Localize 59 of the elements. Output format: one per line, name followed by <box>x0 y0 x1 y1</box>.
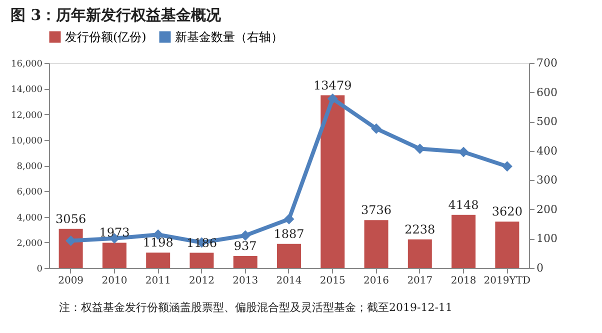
x-tick-label: 2014 <box>276 276 302 286</box>
x-tick-label: 2018 <box>450 276 476 286</box>
bar <box>102 242 126 268</box>
y-tick-label: 16,000 <box>11 60 43 70</box>
y2-tick-label: 600 <box>536 86 558 99</box>
bar <box>146 252 170 268</box>
text: 注：权益基金发行份额涵盖股票型、偏股混合型及灵活型基金；截至2019-12-11 <box>59 301 452 314</box>
y2-tick-label: 300 <box>536 174 558 187</box>
bar <box>320 95 345 268</box>
data-label: 1973 <box>99 226 130 240</box>
data-label: 4148 <box>448 198 479 212</box>
data-label: 937 <box>234 238 257 253</box>
y-tick-label: 10,000 <box>11 136 43 146</box>
data-label: 2238 <box>404 222 436 236</box>
data-label: 13479 <box>314 78 352 92</box>
data-label: 3620 <box>492 204 522 219</box>
y-tick-label: 8,000 <box>16 162 43 172</box>
point <box>371 123 382 134</box>
y2-tick-label: 700 <box>536 56 558 70</box>
x-tick-label: 2016 <box>364 276 389 286</box>
data-label: 3736 <box>361 203 392 218</box>
y-tick-label: 4,000 <box>16 213 43 224</box>
x-tick-label: 2011 <box>145 276 171 286</box>
bar <box>190 252 214 268</box>
x-tick-label: 2010 <box>102 276 128 286</box>
point <box>240 230 251 241</box>
x-tick-label: 2013 <box>232 276 258 286</box>
bar <box>58 228 83 268</box>
y-tick-label: 2,000 <box>16 238 43 249</box>
x-tick-label: 2009 <box>58 276 84 286</box>
y-tick-label: 0 <box>36 264 43 274</box>
y2-tick-label: 500 <box>536 115 558 128</box>
x-tick-label: 2012 <box>189 276 214 286</box>
data-label: 3056 <box>56 212 86 226</box>
x-tick-label: 2015 <box>320 276 346 286</box>
y2-tick-label: 100 <box>536 232 558 246</box>
point <box>327 93 338 104</box>
bar <box>452 214 476 268</box>
y2-tick-label: 200 <box>536 202 558 216</box>
y-tick-label: 12,000 <box>11 110 43 121</box>
point <box>458 146 469 158</box>
data-label: 1198 <box>142 236 174 250</box>
point <box>284 214 294 224</box>
chart-title: 图 3：历年新发行权益基金概况 <box>10 6 222 24</box>
data-label: 1887 <box>274 226 304 241</box>
bar <box>364 220 388 268</box>
bar <box>495 222 520 268</box>
bar <box>408 239 432 268</box>
point <box>502 161 512 172</box>
y-tick-label: 6,000 <box>16 188 43 198</box>
x-tick-label: 2019YTD <box>484 276 531 286</box>
x-tick-label: 2017 <box>407 276 433 286</box>
y2-tick-label: 0 <box>536 262 544 274</box>
legend-label: 发行份额(亿份) <box>65 30 146 44</box>
legend-label: 新基金数量（右轴） <box>175 30 283 44</box>
y2-tick-label: 400 <box>536 144 558 158</box>
bar <box>233 256 258 268</box>
y-tick-label: 14,000 <box>11 85 43 96</box>
bar <box>277 244 301 268</box>
